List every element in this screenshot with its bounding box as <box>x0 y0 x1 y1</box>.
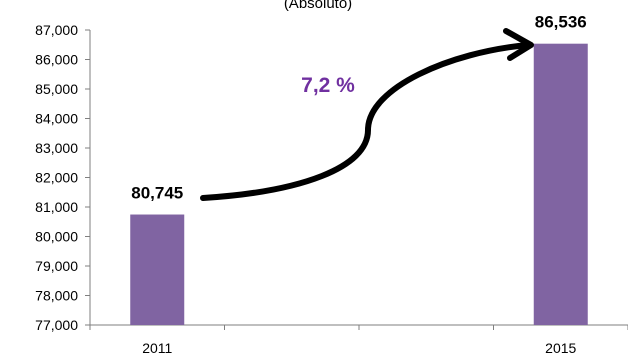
x-tick-label: 2015 <box>545 340 576 356</box>
y-tick-label: 79,000 <box>35 258 78 274</box>
y-tick-label: 78,000 <box>35 288 78 304</box>
growth-label: 7,2 % <box>301 74 355 97</box>
growth-arrow <box>200 42 531 201</box>
value-labels: 80,745 86,536 <box>131 13 587 203</box>
y-tick-label: 83,000 <box>35 140 78 156</box>
growth-arrowhead <box>503 28 534 61</box>
x-tick-label: 2011 <box>142 340 172 356</box>
x-axis-ticks <box>89 325 628 330</box>
y-tick-label: 82,000 <box>35 170 78 186</box>
y-tick-label: 81,000 <box>35 199 78 215</box>
y-tick-label: 84,000 <box>35 111 78 127</box>
bar-2015 <box>533 43 588 326</box>
value-label-2015: 86,536 <box>535 13 587 32</box>
y-tick-label: 85,000 <box>35 81 78 97</box>
bars <box>130 43 588 326</box>
chart-title: (Absoluto) <box>284 0 352 12</box>
y-tick-label: 86,000 <box>35 52 78 68</box>
x-axis-labels: 2011 2015 <box>142 340 576 356</box>
y-tick-label: 77,000 <box>35 317 78 333</box>
y-axis-labels: 77,000 78,000 79,000 80,000 81,000 82,000 83,0… <box>35 22 78 333</box>
value-label-2011: 80,745 <box>131 184 183 203</box>
y-tick-label: 87,000 <box>35 22 78 38</box>
y-tick-label: 80,000 <box>35 229 78 245</box>
y-axis-ticks <box>85 29 90 326</box>
bar-2011 <box>130 214 185 325</box>
